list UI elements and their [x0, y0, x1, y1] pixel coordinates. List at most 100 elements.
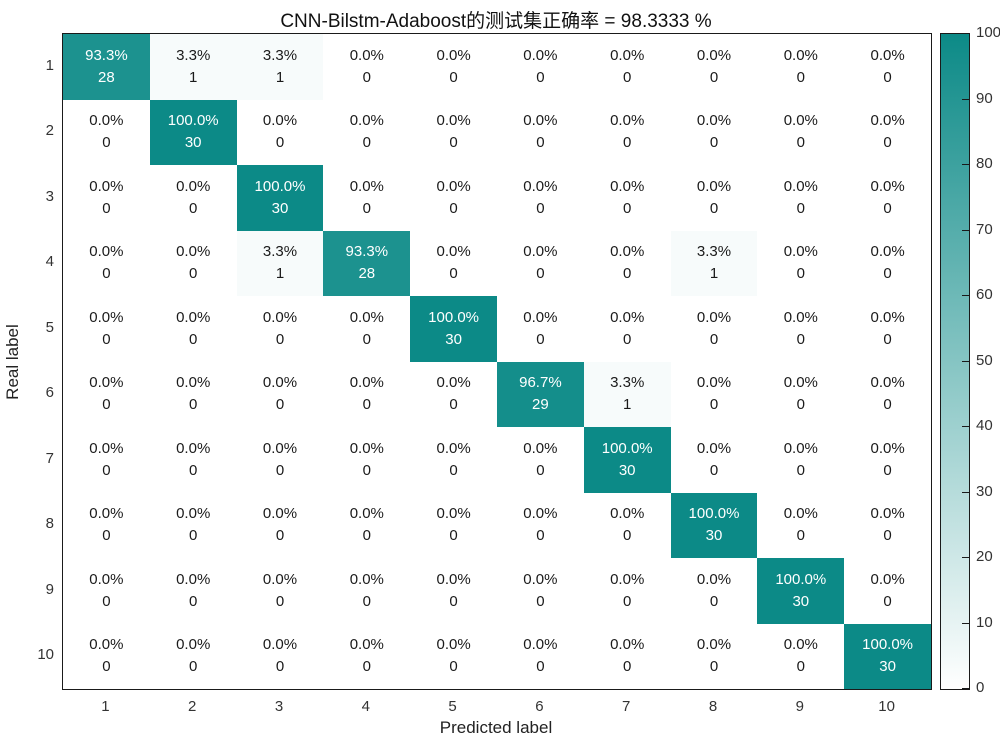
- cell-count: 0: [623, 527, 632, 545]
- cell-count: 0: [709, 658, 719, 676]
- colorbar-tick-label: 10: [976, 613, 993, 631]
- cell-count: 0: [189, 461, 198, 479]
- cell-percent: 0.0%: [523, 439, 558, 457]
- cell-percent: 0.0%: [436, 112, 471, 130]
- cell-count: 0: [623, 199, 632, 217]
- cell-percent: 0.0%: [783, 177, 818, 195]
- cell-percent: 0.0%: [436, 374, 471, 392]
- cell-percent: 0.0%: [436, 505, 471, 523]
- cell-count: 30: [879, 658, 896, 676]
- x-tick-label: 1: [101, 698, 110, 715]
- matrix-cell: 0.0% 0: [497, 427, 584, 493]
- matrix-cell: 0.0% 0: [497, 623, 584, 689]
- matrix-cell: 0.0% 0: [410, 165, 497, 231]
- matrix-cell: 0.0% 0: [497, 99, 584, 165]
- matrix-cell: 0.0% 0: [583, 165, 671, 231]
- matrix-cell: 0.0% 0: [323, 558, 411, 624]
- cell-count: 0: [709, 68, 719, 86]
- x-tick-label: 9: [795, 698, 804, 715]
- matrix-cell: 0.0% 0: [323, 361, 411, 427]
- cell-count: 0: [449, 592, 458, 610]
- cell-percent: 0.0%: [523, 505, 558, 523]
- cell-count: 0: [623, 68, 632, 86]
- cell-percent: 0.0%: [610, 46, 645, 64]
- colorbar-tick-label: 50: [976, 351, 993, 369]
- y-tick-label: 5: [45, 318, 54, 336]
- cell-count: 0: [449, 396, 458, 414]
- cell-count: 0: [883, 592, 892, 610]
- cell-percent: 0.0%: [436, 46, 471, 64]
- cell-percent: 0.0%: [610, 505, 645, 523]
- cell-percent: 0.0%: [783, 243, 818, 261]
- matrix-cell: 0.0% 0: [410, 99, 497, 165]
- matrix-cell: 0.0% 0: [410, 361, 497, 427]
- matrix-cell: 0.0% 0: [63, 296, 150, 362]
- cell-count: 0: [189, 396, 198, 414]
- cell-count: 0: [536, 658, 545, 676]
- cell-count: 0: [362, 330, 371, 348]
- matrix-cell: 0.0% 0: [497, 492, 584, 558]
- matrix-cell: 0.0% 0: [236, 623, 324, 689]
- cell-percent: 0.0%: [696, 636, 732, 654]
- cell-count: 0: [883, 527, 892, 545]
- matrix-cell: 0.0% 0: [149, 296, 237, 362]
- matrix-cell: 0.0% 0: [757, 427, 845, 493]
- cell-count: 30: [792, 592, 810, 610]
- cell-count: 0: [796, 265, 805, 283]
- colorbar-tick-label: 70: [976, 220, 993, 238]
- cell-percent: 0.0%: [89, 636, 124, 654]
- cell-percent: 0.0%: [89, 177, 124, 195]
- matrix-cell: 0.0% 0: [583, 492, 671, 558]
- cell-percent: 0.0%: [349, 570, 384, 588]
- matrix-cell: 0.0% 0: [149, 165, 237, 231]
- cell-percent: 3.3%: [696, 243, 732, 261]
- cell-count: 0: [796, 396, 805, 414]
- matrix-cell: 100.0% 30: [149, 99, 237, 165]
- matrix-cell: 0.0% 0: [497, 165, 584, 231]
- cell-count: 0: [362, 396, 371, 414]
- colorbar: [940, 33, 970, 690]
- cell-percent: 0.0%: [89, 570, 124, 588]
- matrix-cell: 0.0% 0: [410, 427, 497, 493]
- x-tick-label: 4: [361, 698, 370, 715]
- cell-percent: 0.0%: [870, 112, 905, 130]
- cell-percent: 0.0%: [783, 112, 818, 130]
- matrix-cell: 0.0% 0: [670, 296, 758, 362]
- matrix-cell: 0.0% 0: [323, 296, 411, 362]
- cell-count: 0: [189, 199, 198, 217]
- cell-count: 0: [102, 461, 111, 479]
- cell-percent: 0.0%: [262, 308, 298, 326]
- cell-count: 29: [532, 396, 549, 414]
- matrix-cell: 0.0% 0: [583, 230, 671, 296]
- cell-count: 0: [102, 396, 111, 414]
- matrix-cell: 100.0% 30: [844, 623, 931, 689]
- cell-percent: 0.0%: [89, 374, 124, 392]
- cell-percent: 0.0%: [783, 308, 818, 326]
- colorbar-tick-label: 0: [976, 679, 985, 696]
- plot-area: 93.3% 28 3.3% 1 3.3% 1 0.0% 0 0.0% 0 0.0% 0 0.0% 0 0.0…: [62, 33, 932, 690]
- matrix-cell: 0.0% 0: [236, 296, 324, 362]
- cell-percent: 0.0%: [870, 505, 905, 523]
- cell-percent: 0.0%: [176, 177, 211, 195]
- cell-percent: 3.3%: [262, 46, 298, 64]
- y-axis-label: Real label: [3, 324, 22, 400]
- y-tick-label: 6: [45, 384, 54, 402]
- cell-percent: 0.0%: [783, 374, 818, 392]
- cell-percent: 3.3%: [176, 46, 211, 64]
- matrix-cell: 0.0% 0: [149, 623, 237, 689]
- cell-count: 0: [275, 396, 285, 414]
- cell-percent: 93.3%: [345, 243, 389, 261]
- cell-count: 0: [709, 134, 719, 152]
- cell-percent: 0.0%: [349, 439, 384, 457]
- x-axis-label: Predicted label: [439, 718, 553, 737]
- cell-count: 0: [796, 199, 805, 217]
- cell-percent: 0.0%: [176, 505, 211, 523]
- cell-count: 0: [709, 330, 719, 348]
- cell-percent: 0.0%: [870, 177, 905, 195]
- cell-percent: 100.0%: [601, 439, 653, 457]
- matrix-cell: 0.0% 0: [323, 427, 411, 493]
- cell-percent: 0.0%: [523, 46, 558, 64]
- matrix-cell: 0.0% 0: [410, 34, 497, 100]
- cell-count: 0: [623, 658, 632, 676]
